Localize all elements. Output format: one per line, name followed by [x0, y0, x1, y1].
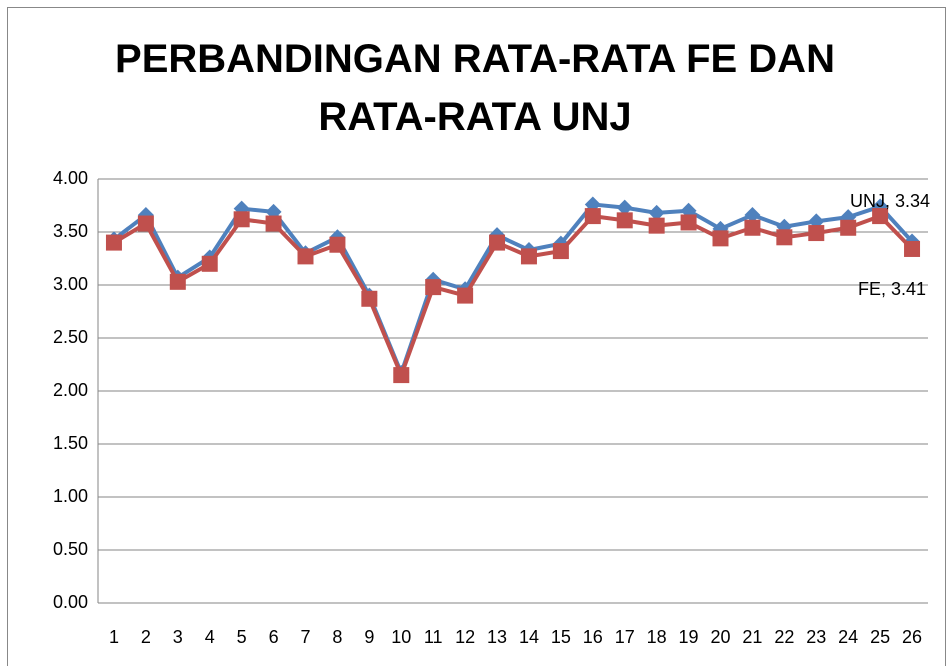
marker [904, 240, 921, 257]
x-tick-label: 23 [806, 627, 826, 647]
x-tick-label: 6 [269, 627, 279, 647]
marker [616, 212, 633, 229]
marker [265, 215, 282, 232]
marker [552, 243, 569, 260]
y-tick-label: 2.00 [53, 380, 88, 400]
marker [776, 229, 793, 246]
marker [329, 236, 346, 253]
marker [616, 199, 633, 216]
x-tick-label: 2 [141, 627, 151, 647]
x-tick-label: 20 [710, 627, 730, 647]
x-tick-label: 1 [109, 627, 119, 647]
y-tick-label: 0.00 [53, 592, 88, 612]
marker [393, 367, 410, 384]
x-tick-label: 17 [615, 627, 635, 647]
y-tick-label: 0.50 [53, 539, 88, 559]
x-tick-label: 5 [237, 627, 247, 647]
x-tick-label: 15 [551, 627, 571, 647]
marker [489, 234, 506, 251]
marker [680, 214, 697, 231]
y-tick-label: 4.00 [53, 168, 88, 188]
x-tick-label: 11 [424, 627, 443, 647]
y-tick-label: 1.00 [53, 486, 88, 506]
x-tick-label: 14 [519, 627, 539, 647]
marker [201, 255, 218, 272]
y-tick-label: 3.00 [53, 274, 88, 294]
marker [297, 248, 314, 265]
x-tick-label: 18 [647, 627, 667, 647]
y-tick-label: 1.50 [53, 433, 88, 453]
x-tick-label: 3 [173, 627, 183, 647]
data-label: UNJ, 3.34 [850, 191, 930, 211]
marker [233, 211, 250, 228]
marker [648, 204, 665, 221]
marker [457, 287, 474, 304]
marker [137, 215, 154, 232]
marker [425, 279, 442, 296]
marker [808, 225, 825, 242]
marker [361, 290, 378, 307]
marker [648, 217, 665, 234]
x-tick-label: 9 [364, 627, 374, 647]
x-tick-label: 4 [205, 627, 215, 647]
marker [520, 248, 537, 265]
marker [840, 219, 857, 236]
marker [872, 208, 889, 225]
y-tick-label: 2.50 [53, 327, 88, 347]
x-tick-label: 13 [487, 627, 507, 647]
data-label: FE, 3.41 [858, 279, 926, 299]
marker [712, 230, 729, 247]
x-tick-label: 21 [742, 627, 762, 647]
x-tick-label: 25 [870, 627, 890, 647]
marker [105, 234, 122, 251]
chart-border [7, 7, 946, 666]
x-tick-label: 22 [774, 627, 794, 647]
x-tick-label: 24 [838, 627, 858, 647]
chart-title: PERBANDINGAN RATA-RATA FE DAN RATA-RATA … [115, 37, 835, 139]
x-tick-label: 19 [679, 627, 699, 647]
y-tick-label: 3.50 [53, 221, 88, 241]
x-tick-label: 7 [300, 627, 310, 647]
x-tick-label: 10 [391, 627, 411, 647]
x-tick-label: 26 [902, 627, 922, 647]
marker [584, 208, 601, 225]
x-tick-label: 16 [583, 627, 603, 647]
x-tick-label: 12 [455, 627, 475, 647]
x-tick-label: 8 [332, 627, 342, 647]
marker [744, 207, 761, 224]
marker [744, 219, 761, 236]
marker [169, 273, 186, 290]
